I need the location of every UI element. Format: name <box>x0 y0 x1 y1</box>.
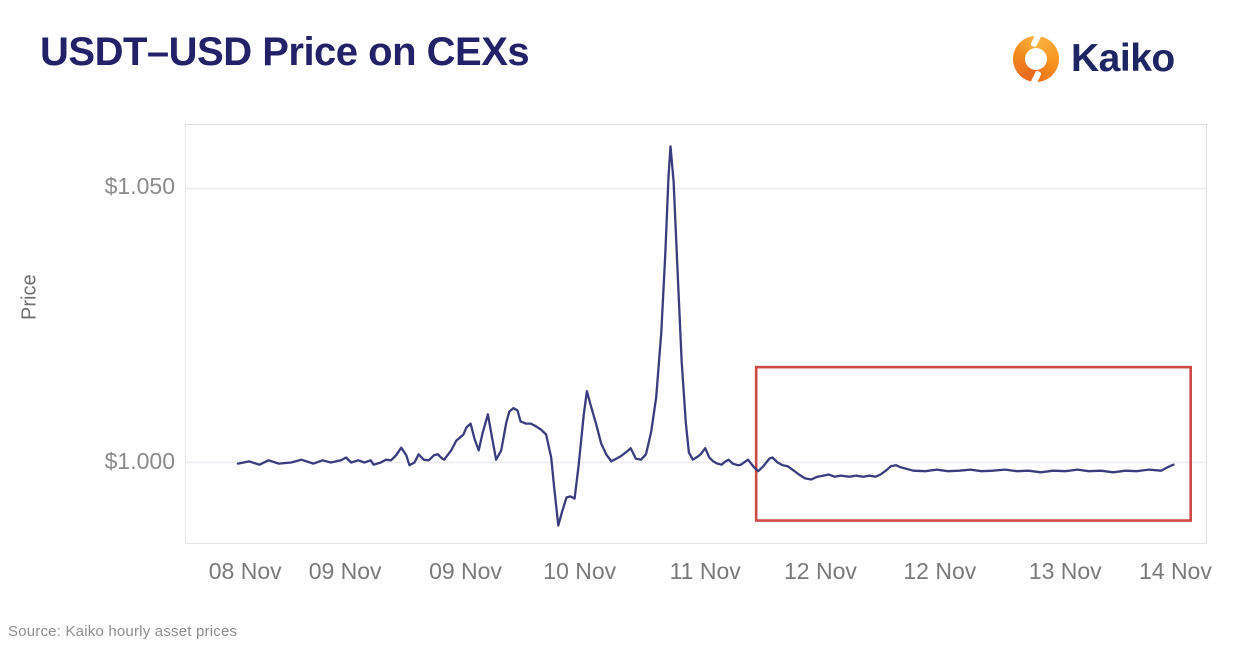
y-tick-label: $1.000 <box>104 448 175 474</box>
chart-plot-area <box>185 124 1207 544</box>
source-note: Source: Kaiko hourly asset prices <box>8 623 238 640</box>
logo-slit-top <box>1030 32 1042 48</box>
y-axis-title: Price <box>18 274 41 320</box>
x-tick-label: 09 Nov <box>429 558 502 584</box>
x-axis-ticks: 08 Nov 09 Nov 09 Nov 10 Nov 11 Nov 12 Nov 12 N… <box>185 558 1212 590</box>
page-title: USDT–USD Price on CEXs <box>40 30 530 74</box>
price-line-series <box>236 145 1175 527</box>
x-tick-label: 10 Nov <box>543 558 617 584</box>
y-tick-label: $1.050 <box>104 173 175 199</box>
price-line-svg <box>186 145 1206 527</box>
x-tick-label: 09 Nov <box>308 558 382 584</box>
highlight-annotation-box <box>754 365 1192 522</box>
kaiko-logo-icon <box>1013 32 1059 86</box>
x-tick-label: 11 Nov <box>669 558 741 584</box>
kaiko-logo-text: Kaiko <box>1071 37 1175 80</box>
x-tick-label: 08 Nov <box>208 558 282 584</box>
kaiko-logo: Kaiko <box>1013 32 1175 86</box>
x-tick-label: 14 Nov <box>1138 558 1212 584</box>
x-tick-label: 12 Nov <box>903 558 977 584</box>
logo-slit-bottom <box>1030 70 1042 86</box>
x-tick-label: 13 Nov <box>1028 558 1102 584</box>
x-tick-label: 12 Nov <box>784 558 857 584</box>
